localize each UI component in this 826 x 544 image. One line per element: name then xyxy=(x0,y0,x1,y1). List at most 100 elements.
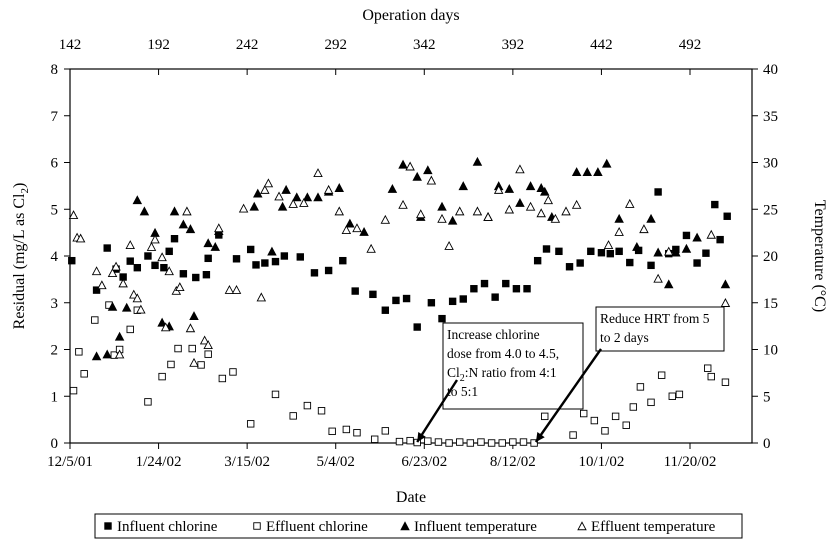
data-point xyxy=(204,254,212,263)
data-point xyxy=(539,186,550,196)
data-point xyxy=(654,188,662,196)
data-point xyxy=(174,344,182,353)
legend-label: Effluent chlorine xyxy=(266,519,368,535)
data-point xyxy=(132,195,143,205)
data-point xyxy=(434,438,443,446)
annotation-box xyxy=(595,306,725,352)
y-right-tick-label: 25 xyxy=(763,202,778,218)
x-axis-tick-label: 12/5/01 xyxy=(47,454,93,470)
data-point xyxy=(75,233,86,243)
data-point xyxy=(238,203,249,213)
data-point xyxy=(199,335,210,345)
data-point xyxy=(427,299,436,307)
data-point xyxy=(246,420,255,428)
y-left-axis-title: Residual (mg/L as Cl2) xyxy=(11,183,31,330)
data-point xyxy=(519,438,528,446)
data-point xyxy=(271,257,280,266)
legend-label: Effluent temperature xyxy=(591,519,716,535)
data-point xyxy=(277,201,288,211)
data-point xyxy=(68,210,79,220)
data-point xyxy=(597,249,606,257)
data-point xyxy=(587,247,595,256)
data-point xyxy=(107,268,118,278)
data-point xyxy=(324,266,333,275)
left-axis-ticks: 0 1 2 3 4 5 6 7 8 xyxy=(51,62,70,452)
annotation-box xyxy=(442,322,584,410)
series-effluent-temperature xyxy=(68,161,731,367)
x-axis-tick-label: 11/20/02 xyxy=(664,454,717,470)
data-point xyxy=(702,249,710,257)
data-point xyxy=(530,439,538,447)
data-point xyxy=(653,247,663,257)
data-point xyxy=(515,164,525,174)
data-point xyxy=(536,183,546,192)
data-point xyxy=(144,398,152,406)
data-point xyxy=(406,436,414,445)
data-point xyxy=(504,183,515,193)
x-axis-tick-label: 3/15/02 xyxy=(224,454,270,470)
data-point xyxy=(437,213,447,223)
data-point xyxy=(693,259,701,267)
y-left-tick-label: 2 xyxy=(51,343,59,359)
series-layer xyxy=(68,156,731,447)
data-point xyxy=(369,290,377,299)
data-point xyxy=(189,357,199,367)
data-point xyxy=(601,427,609,435)
data-point xyxy=(525,201,536,211)
annotation-arrow xyxy=(416,379,459,443)
data-point xyxy=(480,279,489,288)
data-point xyxy=(188,344,196,353)
data-point xyxy=(175,282,185,292)
data-point xyxy=(334,206,345,216)
data-point xyxy=(231,284,242,294)
annotation-line: Cl2:N ratio from 4:1 xyxy=(447,365,557,384)
data-point xyxy=(590,416,599,425)
data-point xyxy=(458,181,469,191)
data-point xyxy=(395,437,404,446)
y-right-tick-label: 15 xyxy=(763,296,778,312)
data-point xyxy=(576,259,584,267)
data-point xyxy=(398,159,408,169)
data-point xyxy=(323,184,334,194)
data-point xyxy=(136,304,146,314)
data-point xyxy=(310,269,319,277)
data-point xyxy=(681,243,692,253)
annotation-line: dose from 4.0 to 4.5, xyxy=(447,346,559,361)
data-point xyxy=(288,198,298,208)
data-point xyxy=(229,368,237,376)
series-effluent-chlorine xyxy=(69,301,730,447)
y-left-tick-label: 5 xyxy=(51,202,59,218)
data-point xyxy=(246,245,255,254)
data-point xyxy=(445,439,453,447)
legend-label: Influent temperature xyxy=(414,519,537,535)
data-point xyxy=(632,241,642,251)
annotation-layer: Increase chlorine dose from 4.0 to 4.5, Cl… xyxy=(416,306,725,443)
top-axis-tick-label: 242 xyxy=(236,37,259,53)
data-point xyxy=(197,361,205,369)
legend-marker xyxy=(577,521,587,531)
data-point xyxy=(706,229,717,239)
data-point xyxy=(447,215,458,225)
data-point xyxy=(625,198,635,208)
data-point xyxy=(370,435,379,443)
data-point xyxy=(342,425,351,434)
data-point xyxy=(114,331,125,341)
data-point xyxy=(75,348,83,356)
data-point xyxy=(387,183,398,193)
data-point xyxy=(126,325,134,334)
data-point xyxy=(614,226,624,236)
top-axis-ticks: 142 192 242 292 342 392 442 492 xyxy=(59,37,701,75)
data-point xyxy=(91,266,102,276)
data-point xyxy=(182,206,192,216)
data-point xyxy=(157,252,167,262)
data-point xyxy=(169,206,180,216)
data-point xyxy=(512,285,521,293)
data-point xyxy=(692,232,702,242)
data-point xyxy=(359,226,369,236)
data-point xyxy=(164,266,174,276)
x-axis-tick-label: 8/12/02 xyxy=(490,454,536,470)
data-point xyxy=(352,223,362,233)
data-point xyxy=(536,208,546,218)
y-right-tick-label: 10 xyxy=(763,343,778,359)
